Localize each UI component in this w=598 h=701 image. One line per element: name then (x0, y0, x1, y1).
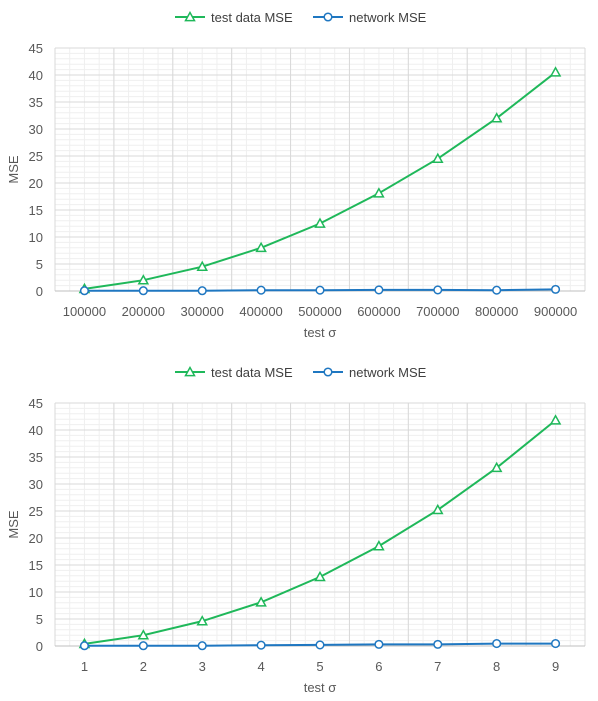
y-tick-label: 45 (29, 396, 43, 411)
x-tick-label: 9 (552, 659, 559, 674)
x-tick-label: 300000 (181, 304, 224, 319)
legend-marker-circle (323, 12, 333, 22)
data-point-triangle (373, 187, 385, 198)
x-axis-title: test σ (304, 680, 337, 695)
x-tick-label: 700000 (416, 304, 459, 319)
data-point-triangle (432, 152, 444, 164)
y-tick-label: 10 (29, 585, 43, 600)
series-network-mse (79, 639, 561, 651)
data-point-circle (492, 285, 502, 295)
data-point-circle (79, 641, 89, 651)
y-tick-label: 15 (29, 558, 43, 573)
data-point-circle (551, 639, 561, 649)
y-tick-label: 15 (29, 203, 43, 218)
data-point-triangle (549, 66, 562, 77)
series-network-mse (79, 284, 561, 296)
data-point-circle (315, 285, 325, 295)
y-axis-title: MSE (6, 510, 21, 539)
data-point-triangle (549, 414, 562, 425)
legend-marker-circle (323, 367, 333, 377)
legend: test data MSE network MSE (175, 10, 427, 25)
gridlines (54, 402, 586, 647)
y-tick-label: 10 (29, 230, 43, 245)
y-tick-label: 25 (29, 504, 43, 519)
data-point-triangle (490, 461, 503, 473)
data-point-triangle (255, 241, 267, 253)
y-tick-label: 20 (29, 531, 43, 546)
data-point-circle (315, 640, 325, 650)
x-tick-label: 8 (493, 659, 500, 674)
x-tick-label: 600000 (357, 304, 400, 319)
y-tick-label: 0 (36, 639, 43, 654)
x-tick-label: 100000 (63, 304, 106, 319)
data-point-circle (374, 285, 384, 295)
data-point-circle (197, 286, 207, 296)
data-point-triangle (373, 540, 385, 551)
x-tick-label: 2 (140, 659, 147, 674)
x-tick-label: 1 (81, 659, 88, 674)
y-tick-label: 30 (29, 122, 43, 137)
y-tick-label: 35 (29, 450, 43, 465)
data-point-circle (256, 640, 266, 650)
legend-label: test data MSE (211, 365, 293, 380)
x-tick-label: 3 (199, 659, 206, 674)
x-tick-label: 5 (316, 659, 323, 674)
x-axis-title: test σ (304, 325, 337, 340)
data-point-triangle (137, 629, 150, 640)
y-tick-label: 5 (36, 257, 43, 272)
data-point-triangle (432, 503, 444, 515)
data-point-triangle (490, 112, 503, 123)
gridlines (54, 47, 586, 292)
data-point-circle (492, 639, 502, 649)
y-tick-label: 45 (29, 41, 43, 56)
data-point-circle (374, 639, 384, 649)
legend-marker-triangle (184, 10, 196, 22)
data-point-triangle (255, 596, 267, 607)
y-tick-label: 30 (29, 477, 43, 492)
x-tick-label: 900000 (534, 304, 577, 319)
chart-top: 0 5 10 15 20 25 30 35 40 45 100000 200000 300000 4000… (6, 10, 586, 340)
data-point-triangle (137, 274, 150, 285)
data-point-triangle (314, 217, 326, 228)
x-tick-label: 400000 (239, 304, 282, 319)
data-point-circle (433, 285, 443, 295)
legend-marker-triangle (184, 365, 196, 377)
y-axis-title: MSE (6, 155, 21, 184)
y-tick-label: 20 (29, 176, 43, 191)
data-point-circle (197, 641, 207, 651)
data-point-circle (256, 285, 266, 295)
data-point-circle (138, 286, 148, 296)
data-point-circle (551, 284, 561, 294)
legend-label: network MSE (349, 10, 427, 25)
series-test-data-mse (78, 66, 562, 294)
legend: test data MSE network MSE (175, 365, 427, 380)
y-tick-label: 40 (29, 68, 43, 83)
x-tick-label: 500000 (298, 304, 341, 319)
y-tick-label: 35 (29, 95, 43, 110)
x-tick-label: 200000 (122, 304, 165, 319)
x-tick-label: 6 (375, 659, 382, 674)
legend-label: network MSE (349, 365, 427, 380)
data-point-circle (79, 286, 89, 296)
legend-label: test data MSE (211, 10, 293, 25)
data-point-triangle (196, 260, 208, 272)
x-tick-label: 4 (257, 659, 264, 674)
x-tick-label: 800000 (475, 304, 518, 319)
data-point-circle (138, 641, 148, 651)
data-point-triangle (314, 570, 326, 582)
y-tick-label: 0 (36, 284, 43, 299)
y-tick-label: 40 (29, 423, 43, 438)
y-tick-label: 25 (29, 149, 43, 164)
y-tick-label: 5 (36, 612, 43, 627)
data-point-triangle (196, 615, 208, 626)
x-tick-label: 7 (434, 659, 441, 674)
data-point-circle (433, 639, 443, 649)
